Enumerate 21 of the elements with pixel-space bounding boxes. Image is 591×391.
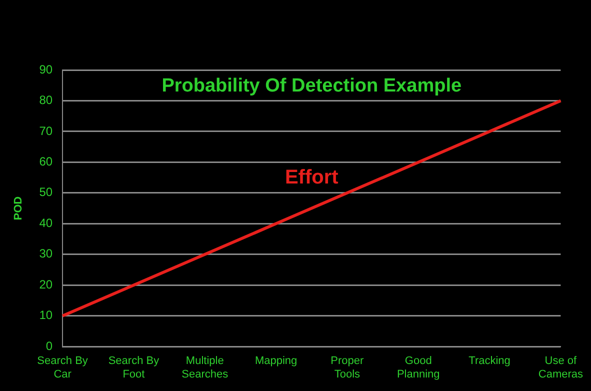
x-tick-label: Search By Car [37, 355, 88, 380]
y-tick-label: 70 [39, 124, 53, 138]
y-tick-label: 20 [39, 277, 53, 292]
y-tick-label: 10 [39, 308, 53, 322]
y-tick-label: 80 [39, 93, 53, 108]
x-tick-label: Tracking [468, 355, 510, 368]
x-tick-label: Use of Cameras [538, 355, 584, 380]
y-axis-title: POD [12, 196, 25, 220]
x-tick-label: Multiple Searches [182, 355, 229, 380]
series-label: Effort [284, 166, 339, 188]
y-tick-label: 50 [39, 185, 53, 200]
y-tick-label: 40 [39, 216, 53, 230]
y-tick-label: 60 [39, 154, 53, 169]
chart-title: Probability Of Detection Example [162, 76, 462, 97]
y-tick-label: 0 [46, 338, 53, 353]
x-tick-label: Proper Tools [330, 355, 364, 380]
x-tick-label: Good Planning [396, 355, 440, 380]
x-tick-label: Mapping [254, 355, 298, 368]
y-tick-label: 90 [39, 62, 53, 76]
y-tick-label: 30 [39, 246, 53, 261]
x-tick-label: Search By Foot [108, 355, 160, 380]
